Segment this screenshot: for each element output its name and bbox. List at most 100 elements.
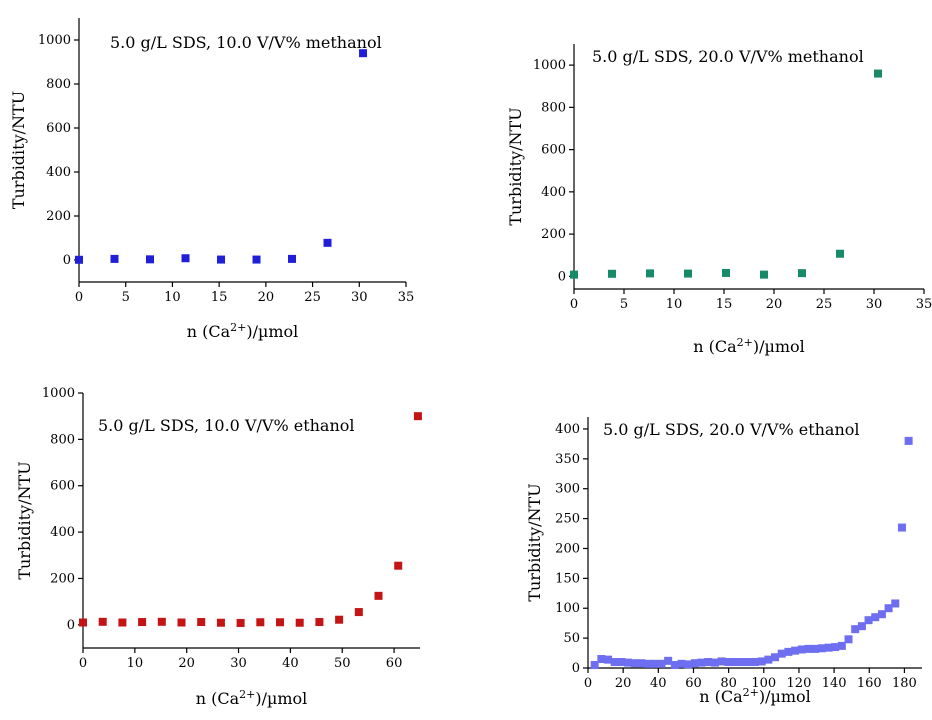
data-point xyxy=(217,255,226,264)
data-point xyxy=(804,644,813,653)
x-axis-label: n (Ca2+)/µmol xyxy=(187,321,299,341)
data-point xyxy=(704,658,713,667)
chart-title: 5.0 g/L SDS, 20.0 V/V% ethanol xyxy=(603,420,860,439)
data-point xyxy=(817,644,826,653)
x-tick-label: 20 xyxy=(766,297,783,312)
y-tick-label: 50 xyxy=(563,631,580,646)
data-point xyxy=(79,618,87,627)
axes xyxy=(569,44,925,294)
y-tick-label: 400 xyxy=(555,422,580,437)
x-tick-label: 30 xyxy=(866,297,883,312)
x-tick-label: 35 xyxy=(916,297,932,312)
data-point xyxy=(844,635,853,644)
x-tick-label: 30 xyxy=(230,656,247,671)
x-tick-label: 20 xyxy=(178,656,195,671)
data-point xyxy=(811,644,820,653)
x-tick-label: 30 xyxy=(351,290,368,305)
data-point xyxy=(624,658,633,667)
data-point xyxy=(697,658,706,667)
data-point xyxy=(374,591,383,600)
data-point xyxy=(650,659,659,668)
y-tick-label: 400 xyxy=(541,185,566,200)
x-tick-label: 35 xyxy=(398,290,415,305)
y-tick-label: 0 xyxy=(63,253,71,268)
y-tick-label: 600 xyxy=(50,479,75,494)
y-axis-label: Turbidity/NTU xyxy=(15,461,34,579)
chart-title: 5.0 g/L SDS, 10.0 V/V% methanol xyxy=(110,33,382,52)
x-tick-label: 0 xyxy=(75,290,83,305)
data-point xyxy=(359,49,368,58)
axes xyxy=(74,18,407,287)
x-tick-label: 5 xyxy=(620,297,628,312)
data-point xyxy=(644,659,653,668)
x-axis-label: n (Ca2+)/µmol xyxy=(693,336,805,356)
data-point xyxy=(146,255,155,264)
data-point xyxy=(646,269,654,278)
data-point xyxy=(690,659,699,668)
data-point xyxy=(710,658,719,667)
data-point xyxy=(657,659,666,668)
data-point xyxy=(664,656,673,665)
data-point xyxy=(724,658,733,667)
y-tick-label: 0 xyxy=(558,269,566,284)
data-point xyxy=(670,661,679,670)
data-point xyxy=(677,659,686,668)
data-point xyxy=(897,523,906,532)
y-tick-label: 100 xyxy=(555,601,580,616)
x-tick-label: 10 xyxy=(164,290,181,305)
chart-title: 5.0 g/L SDS, 10.0 V/V% ethanol xyxy=(98,416,355,435)
data-point xyxy=(216,618,225,627)
data-point xyxy=(197,618,206,627)
data-point xyxy=(75,255,83,264)
data-point xyxy=(617,658,626,667)
x-axis-label: n (Ca2+)/µmol xyxy=(196,688,308,708)
x-tick-label: 15 xyxy=(211,290,228,305)
data-point xyxy=(857,622,866,631)
chart-panel-ethanol-20: 0 20 40 60 80 100 120 140 160 180 0 50 100 150 200 250 3… xyxy=(466,360,932,720)
x-tick-label: 0 xyxy=(79,656,87,671)
data-point xyxy=(394,561,403,570)
y-tick-label: 350 xyxy=(555,452,580,467)
data-point xyxy=(630,659,639,668)
chart-svg: 0 5 10 15 20 25 30 35 0 200 400 600 800 1000 5.0 g/L S… xyxy=(9,18,415,341)
data-point xyxy=(684,269,692,278)
data-point xyxy=(323,238,332,247)
data-point xyxy=(177,618,186,627)
x-tick-label: 40 xyxy=(650,676,667,691)
x-axis-label: n (Ca2+)/µmol xyxy=(699,686,811,706)
y-tick-label: 200 xyxy=(541,227,566,242)
x-tick-label: 140 xyxy=(822,676,847,691)
data-point xyxy=(777,649,786,658)
data-point xyxy=(831,643,840,652)
data-point xyxy=(288,254,297,263)
chart-panel-methanol-20: 0 5 10 15 20 25 30 35 0 200 400 600 800 1000 5.0 g/L S… xyxy=(466,0,932,360)
y-tick-label: 400 xyxy=(46,165,71,180)
data-point xyxy=(871,613,880,622)
data-point xyxy=(608,269,616,278)
data-point xyxy=(604,655,613,664)
axes xyxy=(583,417,922,673)
data-point xyxy=(737,658,746,667)
data-point xyxy=(824,643,833,652)
data-point xyxy=(877,610,886,619)
data-point xyxy=(590,661,599,670)
data-point xyxy=(751,658,759,667)
x-tick-label: 40 xyxy=(282,656,299,671)
axes xyxy=(78,392,420,653)
y-tick-label: 150 xyxy=(555,571,580,586)
data-point xyxy=(874,69,882,78)
chart-svg: 0 20 40 60 80 100 120 140 160 180 0 50 100 150 200 250 3… xyxy=(525,417,922,706)
y-tick-label: 1000 xyxy=(533,58,566,73)
x-tick-label: 10 xyxy=(127,656,144,671)
x-tick-label: 100 xyxy=(751,676,776,691)
y-axis-label: Turbidity/NTU xyxy=(525,483,544,601)
data-point xyxy=(798,269,806,278)
y-tick-label: 800 xyxy=(46,77,71,92)
y-tick-label: 0 xyxy=(67,618,75,633)
data-point xyxy=(276,618,285,627)
y-tick-label: 1000 xyxy=(42,386,75,401)
x-tick-label: 20 xyxy=(258,290,275,305)
x-tick-label: 0 xyxy=(584,676,592,691)
data-point xyxy=(315,618,324,627)
data-point xyxy=(851,625,860,634)
